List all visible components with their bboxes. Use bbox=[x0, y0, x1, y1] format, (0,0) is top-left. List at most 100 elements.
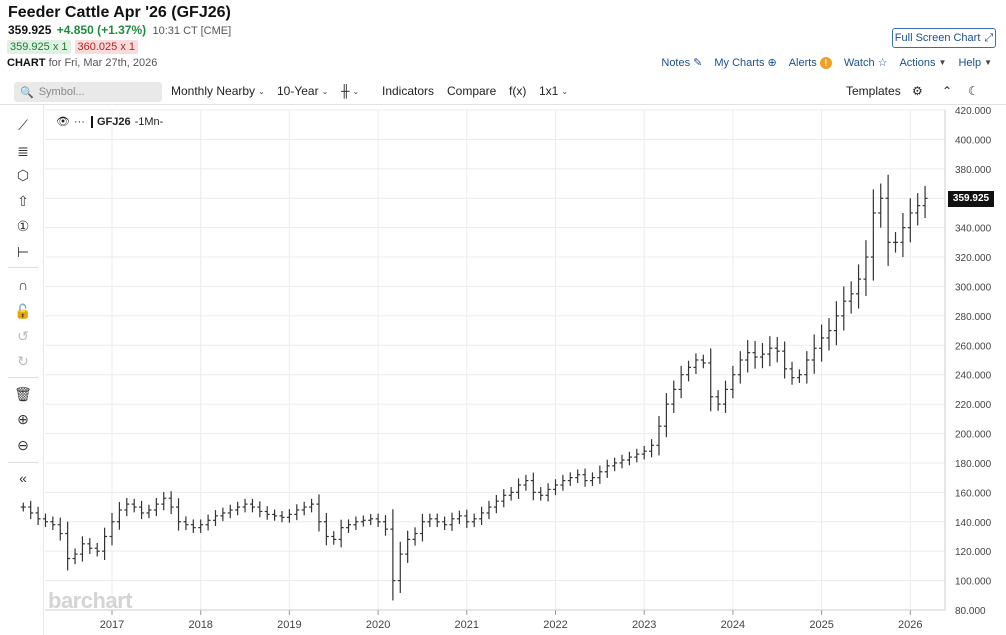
arrow-up-icon[interactable]: ⇧ bbox=[17, 193, 29, 209]
price-change: +4.850 (+1.37%) bbox=[56, 23, 147, 37]
settings-icon[interactable]: ⚙ bbox=[912, 84, 923, 98]
bid-ask: 359.925 x 1 360.025 x 1 bbox=[7, 40, 138, 54]
nearby-dropdown[interactable]: Monthly Nearby ⌄ bbox=[171, 84, 265, 98]
sidebar-divider bbox=[8, 267, 38, 268]
chevron-down-icon: ⌄ bbox=[258, 86, 265, 96]
magnet-icon[interactable]: ∩ bbox=[17, 277, 29, 293]
number-marker-icon[interactable]: ① bbox=[16, 218, 30, 234]
quote-header: Feeder Cattle Apr '26 (GFJ26) 359.925 +4… bbox=[0, 0, 1006, 104]
undo-icon[interactable]: ↺ bbox=[17, 328, 29, 344]
x-tick-label: 2021 bbox=[455, 619, 479, 631]
ohlc-bars-icon: ╫ bbox=[341, 84, 350, 98]
y-tick-label: 280.000 bbox=[955, 312, 992, 323]
nearby-label: Monthly Nearby bbox=[171, 84, 256, 98]
caret-down-icon: ▼ bbox=[938, 58, 947, 67]
bid-badge: 359.925 x 1 bbox=[7, 40, 71, 54]
last-price: 359.925 bbox=[8, 23, 52, 37]
help-label: Help bbox=[958, 56, 982, 69]
line-tool-icon[interactable]: ⟋ bbox=[18, 117, 28, 133]
legend-interval: -1Mn- bbox=[134, 115, 164, 128]
period-label: 10-Year bbox=[277, 84, 319, 98]
lock-icon[interactable]: 🔓 bbox=[14, 303, 32, 319]
alert-icon: ! bbox=[819, 56, 832, 69]
chart-actions-bar: Notes ✎ My Charts ⊕ Alerts! Watch ☆ Actions… bbox=[661, 56, 992, 69]
collapse-icon[interactable]: « bbox=[19, 470, 27, 486]
y-tick-label: 200.000 bbox=[955, 430, 992, 441]
layout-dropdown[interactable]: 1x1 ⌄ bbox=[539, 84, 568, 98]
compare-button[interactable]: Compare bbox=[447, 84, 497, 98]
zoom-in-icon[interactable]: ⊕ bbox=[17, 411, 29, 427]
y-tick-label: 100.000 bbox=[955, 577, 992, 588]
zoom-out-icon[interactable]: ⊖ bbox=[17, 437, 29, 453]
x-tick-label: 2026 bbox=[898, 619, 922, 631]
alerts-link[interactable]: Alerts! bbox=[789, 56, 832, 69]
shape-tool-icon[interactable]: ⬡ bbox=[16, 167, 30, 183]
x-tick-label: 2017 bbox=[100, 619, 124, 631]
last-price-tag: 359.925 bbox=[948, 191, 994, 207]
y-tick-label: 380.000 bbox=[955, 165, 992, 176]
redo-icon[interactable]: ↻ bbox=[17, 353, 29, 369]
layout-label: 1x1 bbox=[539, 84, 559, 98]
expand-icon: ⤢ bbox=[984, 31, 994, 44]
y-tick-label: 300.000 bbox=[955, 282, 992, 293]
barchart-watermark: barchart bbox=[48, 588, 133, 613]
fib-tool-icon[interactable]: ≣ bbox=[17, 143, 29, 159]
period-dropdown[interactable]: 10-Year ⌄ bbox=[277, 84, 328, 98]
chart-date: for Fri, Mar 27th, 2026 bbox=[48, 57, 158, 69]
dark-mode-icon[interactable]: ☾ bbox=[968, 84, 979, 98]
x-tick-label: 2020 bbox=[366, 619, 390, 631]
more-icon[interactable]: ··· bbox=[73, 115, 85, 128]
actions-label: Actions bbox=[899, 56, 936, 69]
sidebar-divider bbox=[8, 462, 38, 463]
y-tick-label: 320.000 bbox=[955, 253, 992, 264]
y-tick-label: 420.000 bbox=[955, 106, 992, 117]
chevron-down-icon: ⌄ bbox=[352, 86, 360, 96]
x-tick-label: 2024 bbox=[721, 619, 745, 631]
notes-link[interactable]: Notes ✎ bbox=[661, 56, 702, 70]
templates-button[interactable]: Templates bbox=[846, 84, 901, 98]
alerts-label: Alerts bbox=[788, 56, 817, 69]
actions-menu[interactable]: Actions ▼ bbox=[899, 56, 946, 69]
y-tick-label: 340.000 bbox=[955, 224, 992, 235]
legend-symbol: GFJ26 bbox=[96, 115, 131, 128]
watch-label: Watch bbox=[843, 56, 875, 69]
ask-badge: 360.025 x 1 bbox=[74, 40, 138, 54]
y-tick-label: 400.000 bbox=[955, 135, 992, 146]
y-tick-label: 180.000 bbox=[955, 459, 992, 470]
indicators-button[interactable]: Indicators bbox=[382, 84, 435, 98]
chart-legend: 👁 ··· GFJ26 -1Mn- bbox=[56, 115, 163, 128]
collapse-up-icon[interactable]: ⌃ bbox=[942, 84, 953, 98]
y-tick-label: 120.000 bbox=[955, 547, 992, 558]
trash-icon[interactable]: 🗑 bbox=[14, 386, 32, 402]
measure-tool-icon[interactable]: ⊢ bbox=[16, 244, 30, 260]
eye-icon[interactable]: 👁 bbox=[56, 116, 70, 128]
y-tick-label: 220.000 bbox=[955, 400, 992, 411]
full-screen-label: Full Screen Chart bbox=[894, 32, 981, 44]
chevron-down-icon: ⌄ bbox=[561, 86, 569, 96]
y-tick-label: 80.000 bbox=[955, 606, 986, 617]
caret-down-icon: ▼ bbox=[984, 58, 992, 67]
chevron-down-icon: ⌄ bbox=[321, 86, 329, 96]
symbol-search-input[interactable]: 🔍 Symbol... bbox=[14, 82, 162, 102]
my-charts-link[interactable]: My Charts ⊕ bbox=[714, 56, 777, 70]
symbol-placeholder: Symbol... bbox=[38, 86, 85, 98]
full-screen-chart-button[interactable]: Full Screen Chart ⤢ bbox=[892, 28, 996, 48]
help-menu[interactable]: Help ▼ bbox=[958, 56, 992, 69]
drawing-tools-sidebar: ⟋ ≣ ⬡ ⇧ ① ⊢ ∩ 🔓 ↺ ↻ 🗑 ⊕ ⊖ « bbox=[0, 105, 44, 635]
sidebar-divider bbox=[8, 377, 38, 378]
star-icon: ☆ bbox=[877, 57, 888, 69]
function-button[interactable]: f(x) bbox=[509, 84, 527, 98]
my-charts-label: My Charts bbox=[714, 56, 765, 69]
plus-circle-icon: ⊕ bbox=[767, 57, 777, 69]
x-tick-label: 2025 bbox=[809, 619, 833, 631]
x-tick-label: 2022 bbox=[543, 619, 567, 631]
notes-label: Notes bbox=[661, 56, 691, 69]
watch-link[interactable]: Watch ☆ bbox=[843, 56, 888, 70]
x-tick-label: 2019 bbox=[277, 619, 301, 631]
search-icon: 🔍 bbox=[20, 86, 34, 99]
quote-time: 10:31 CT [CME] bbox=[152, 25, 232, 37]
chart-date-label: CHART for Fri, Mar 27th, 2026 bbox=[7, 57, 157, 69]
x-tick-label: 2023 bbox=[632, 619, 656, 631]
bar-type-dropdown[interactable]: ╫ ⌄ bbox=[341, 84, 359, 98]
